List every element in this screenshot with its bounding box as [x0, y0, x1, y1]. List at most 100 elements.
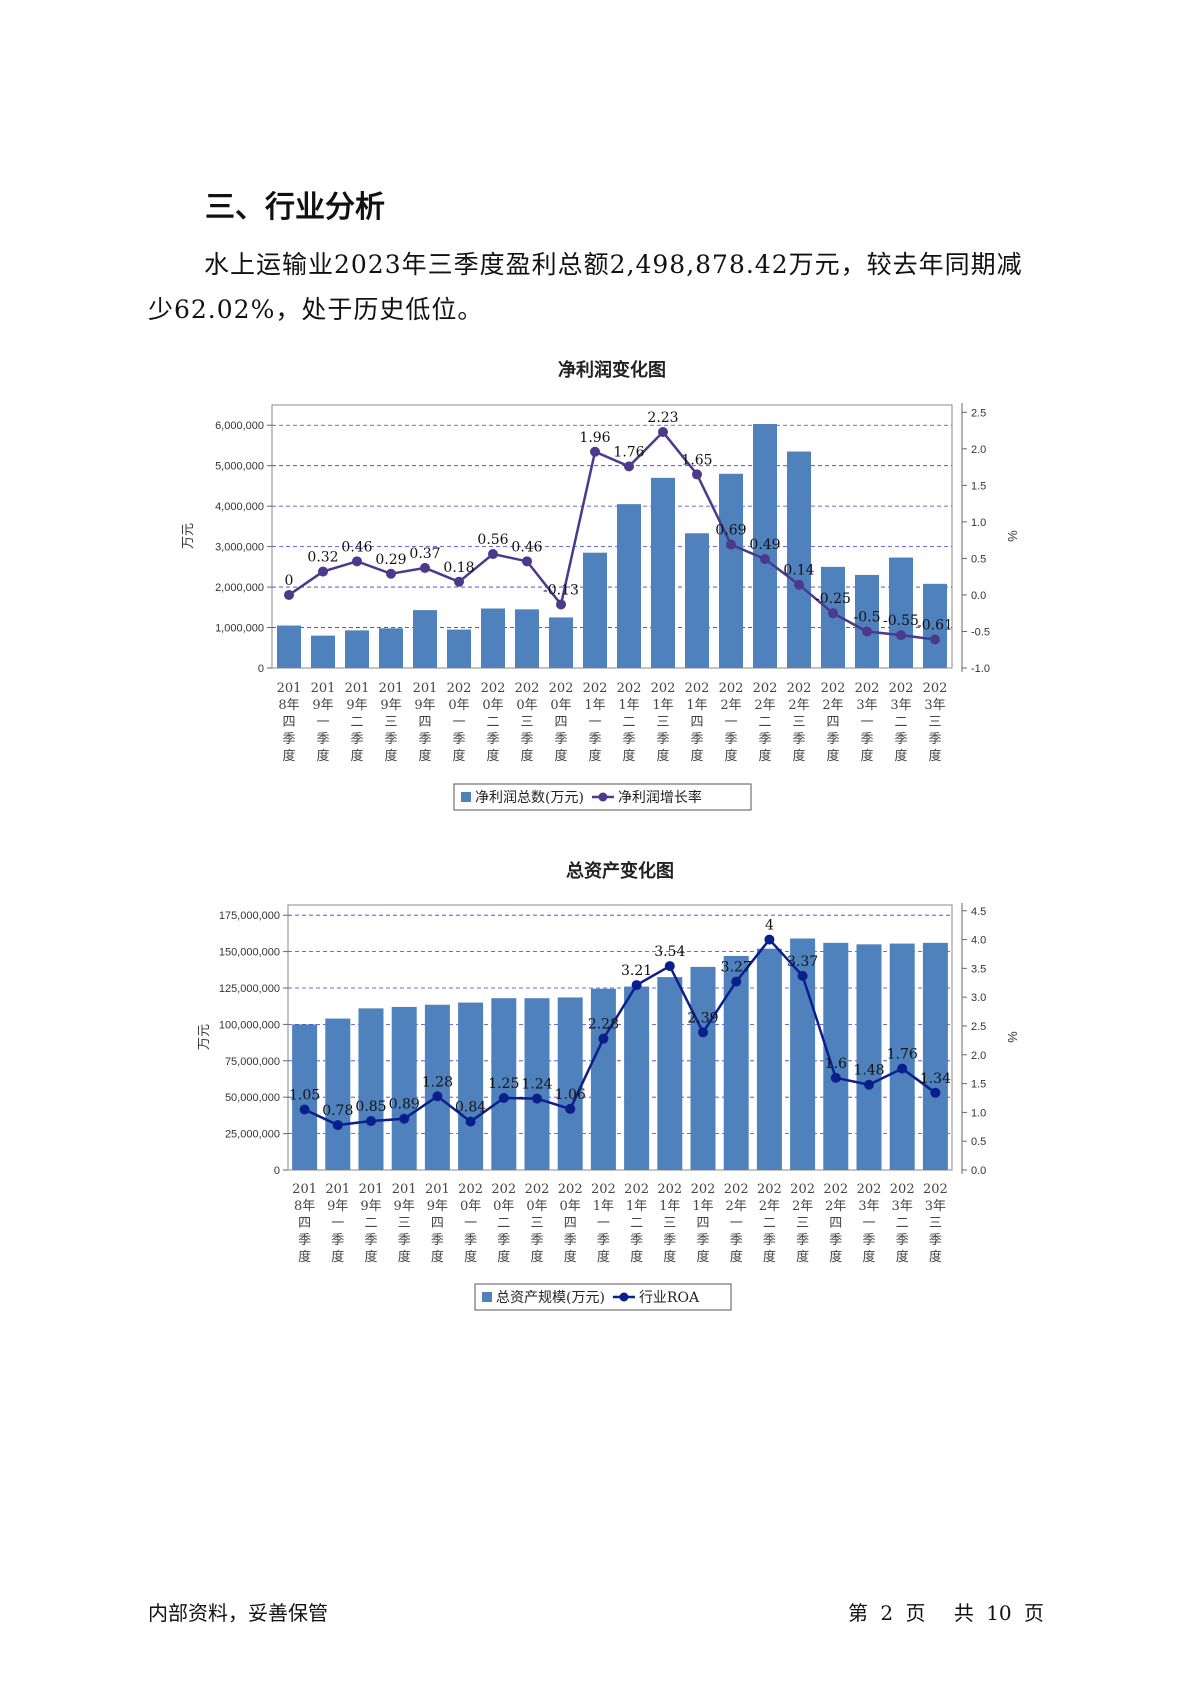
- y2-tick-label: 4.0: [971, 935, 986, 947]
- data-label: 0.29: [375, 552, 406, 568]
- x-tick-label: 202: [515, 681, 540, 696]
- line-point: [692, 469, 702, 480]
- bar: [379, 628, 403, 668]
- x-tick-label: 201: [379, 681, 404, 696]
- x-tick-label: 一: [597, 1216, 610, 1231]
- x-tick-label: 2年: [825, 1199, 846, 1214]
- line-point: [488, 549, 498, 560]
- line-point: [399, 1113, 410, 1124]
- line-point: [465, 1116, 476, 1127]
- x-tick-label: 202: [583, 681, 608, 696]
- bar: [657, 977, 683, 1170]
- x-tick-label: 二: [622, 715, 635, 730]
- y2-tick-label: 0.5: [971, 553, 986, 565]
- legend-bar-swatch: [482, 1292, 492, 1302]
- data-label: 0.32: [307, 550, 338, 566]
- bar: [651, 477, 675, 668]
- x-tick-label: 季: [384, 732, 397, 747]
- x-tick-label: 季: [758, 732, 771, 747]
- x-tick-label: 1年: [626, 1199, 647, 1214]
- bar: [823, 942, 849, 1170]
- x-tick-label: 度: [398, 1249, 411, 1265]
- y-tick-label: 6,000,000: [215, 420, 264, 432]
- x-tick-label: 3年: [890, 698, 911, 713]
- bar: [889, 557, 913, 668]
- x-tick-label: 二: [497, 1216, 510, 1231]
- line-point: [797, 970, 808, 981]
- x-tick-label: 度: [564, 1249, 577, 1265]
- x-tick-label: 201: [413, 681, 438, 696]
- data-label: 1.65: [681, 452, 712, 468]
- x-tick-label: 季: [663, 1233, 676, 1248]
- x-tick-label: 202: [787, 681, 812, 696]
- bar: [685, 533, 709, 668]
- bar: [524, 998, 550, 1170]
- x-tick-label: 季: [316, 732, 329, 747]
- line-point: [590, 446, 600, 457]
- x-tick-label: 度: [862, 1249, 875, 1265]
- bar: [481, 608, 505, 668]
- x-tick-label: 二: [896, 1216, 909, 1231]
- data-label: 3.37: [787, 954, 818, 970]
- bar: [583, 552, 607, 668]
- x-tick-label: 度: [894, 748, 907, 764]
- x-tick-label: 一: [730, 1216, 743, 1231]
- x-tick-label: 度: [929, 1249, 942, 1265]
- x-tick-label: 度: [486, 748, 499, 764]
- x-tick-label: 202: [657, 1182, 682, 1197]
- bar: [719, 473, 743, 668]
- series-line: [288, 430, 936, 641]
- line-point: [556, 599, 566, 610]
- x-tick-label: 1年: [659, 1199, 680, 1214]
- data-label: 1.28: [422, 1074, 453, 1090]
- x-tick-label: 三: [520, 715, 533, 730]
- x-tick-label: 二: [630, 1216, 643, 1231]
- total-num: 10: [986, 1601, 1012, 1625]
- bar: [345, 630, 369, 668]
- x-tick-label: 度: [530, 1249, 543, 1265]
- x-tick-label: 度: [829, 1249, 842, 1265]
- x-tick-label: 202: [651, 681, 676, 696]
- data-label: 1.06: [555, 1087, 586, 1103]
- line-point: [698, 1027, 708, 1038]
- x-tick-label: 202: [923, 681, 948, 696]
- bar: [358, 1008, 384, 1170]
- data-label: -0.13: [543, 582, 579, 598]
- y2-tick-label: 2.5: [971, 1021, 986, 1033]
- x-tick-label: 0年: [550, 698, 571, 713]
- x-tick-label: 1年: [584, 698, 605, 713]
- y2-tick-label: 4.5: [971, 906, 986, 918]
- x-tick-label: 三: [530, 1216, 543, 1231]
- series-line: [304, 937, 937, 1127]
- x-tick-label: 2年: [792, 1199, 813, 1214]
- bar: [923, 583, 947, 668]
- bar: [856, 944, 882, 1170]
- x-tick-label: 202: [823, 1182, 848, 1197]
- x-tick-label: 2年: [788, 698, 809, 713]
- y2-tick-label: 1.5: [971, 480, 986, 492]
- data-label: 1.76: [887, 1047, 918, 1063]
- page-prefix: 第: [848, 1601, 869, 1625]
- line-point: [930, 1087, 941, 1098]
- x-tick-label: 202: [857, 1182, 882, 1197]
- line-point: [522, 556, 532, 567]
- x-tick-label: 季: [554, 732, 567, 747]
- line-point: [565, 1103, 576, 1114]
- analysis-paragraph: 水上运输业2023年三季度盈利总额2,498,878.42万元，较去年同期减少6…: [148, 250, 1023, 324]
- data-label: 1.6: [825, 1056, 847, 1072]
- line-point: [299, 1104, 310, 1115]
- data-label: -0.55: [883, 613, 919, 629]
- chart-title: 净利润变化图: [558, 359, 666, 380]
- bar: [889, 943, 915, 1170]
- profit-chart-svg: 净利润变化图 0 1,000,000 2,000,000 3,000,000 4,000,…: [181, 359, 1020, 811]
- bar: [311, 635, 335, 668]
- y-tick-label: 150,000,000: [219, 947, 280, 959]
- y2-tick-label: 1.0: [971, 517, 986, 529]
- x-tick-label: 季: [597, 1233, 610, 1248]
- x-tick-label: 度: [792, 748, 805, 764]
- x-tick-label: 202: [923, 1182, 948, 1197]
- x-tick-label: 三: [929, 1216, 942, 1231]
- x-tick-label: 一: [452, 715, 465, 730]
- data-label: 2.23: [647, 410, 678, 426]
- y2-tick-label: 2.0: [971, 444, 986, 456]
